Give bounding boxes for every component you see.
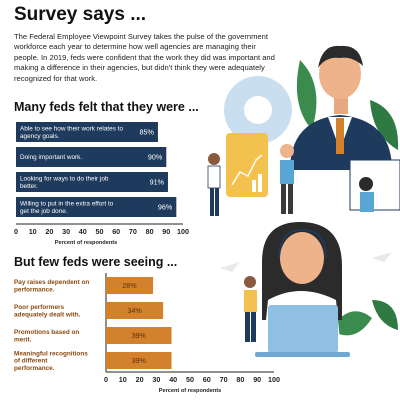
x-tick-label: 90: [162, 227, 170, 236]
laptop-icon: [349, 159, 400, 212]
x-tick-label: 20: [136, 375, 144, 384]
x-tick-label: 90: [253, 375, 261, 384]
presentation-board-icon: [226, 133, 268, 197]
x-tick-label: 50: [186, 375, 194, 384]
chart-1: Percent of respondents 0 10 20 30 40 50 60 70 80…: [14, 122, 189, 246]
value-label: 39%: [132, 331, 147, 340]
chart-2-xlabel: Percent of respondents: [159, 388, 221, 394]
chart-1-title: Many feds felt that they were ...: [14, 100, 199, 114]
x-tick-label: 30: [62, 227, 70, 236]
x-tick-label: 30: [152, 375, 160, 384]
category-label: Pay raises dependent on performance.: [14, 279, 89, 293]
bar: [106, 327, 172, 344]
bar: [106, 352, 172, 369]
paper-plane-icon: [220, 252, 392, 272]
person-standing-icon: [244, 276, 257, 342]
x-tick-label: 0: [104, 375, 108, 384]
person-tablet-icon: [280, 144, 294, 214]
x-tick-label: 70: [129, 227, 137, 236]
laptop-icon: [255, 305, 350, 357]
bar: [16, 197, 177, 217]
x-tick-label: 10: [29, 227, 37, 236]
value-label: 28%: [122, 281, 137, 290]
category-label: Able to see how their work relates to age…: [20, 126, 123, 140]
businessman-icon: [290, 45, 392, 170]
x-tick-label: 100: [177, 227, 189, 236]
intro-paragraph: The Federal Employee Viewpoint Survey ta…: [14, 32, 275, 83]
category-label: Promotions based on merit.: [14, 329, 79, 343]
x-tick-label: 40: [169, 375, 177, 384]
bar: [16, 172, 168, 192]
chart-1-xlabel: Percent of respondents: [55, 240, 117, 246]
leaf-icon: [296, 60, 399, 150]
bar: [16, 122, 158, 142]
category-label: Meaningful recognitions of different perfo…: [14, 351, 88, 372]
x-tick-label: 40: [79, 227, 87, 236]
bar: [106, 302, 164, 319]
value-label: 91%: [150, 178, 165, 187]
category-label: Looking for ways to do their job better.: [20, 176, 109, 190]
value-label: 90%: [148, 153, 163, 162]
category-label: Willing to put in the extra effort to get…: [20, 201, 114, 215]
bar: [16, 147, 167, 167]
chart-2: Percent of respondents 0 10 20 30 40 50 60 70 80…: [14, 273, 280, 394]
x-tick-label: 80: [236, 375, 244, 384]
person-standing-icon: [207, 153, 221, 216]
x-tick-label: 0: [14, 227, 18, 236]
x-tick-label: 50: [96, 227, 104, 236]
x-tick-label: 20: [45, 227, 53, 236]
chart-2-title: But few feds were seeing ...: [14, 255, 178, 269]
x-tick-label: 80: [146, 227, 154, 236]
value-label: 85%: [140, 128, 155, 137]
gear-icon: [224, 76, 292, 144]
bar: [106, 277, 154, 294]
leaf-icon: [330, 300, 398, 336]
value-label: 39%: [132, 356, 147, 365]
x-tick-label: 10: [119, 375, 127, 384]
x-tick-label: 60: [112, 227, 120, 236]
value-label: 34%: [127, 306, 142, 315]
value-label: 96%: [158, 203, 173, 212]
category-label: Poor performers adequately dealt with.: [14, 304, 81, 318]
category-label: Doing important work.: [20, 154, 82, 161]
page-title: Survey says ...: [14, 4, 147, 25]
x-tick-label: 100: [268, 375, 280, 384]
x-tick-label: 70: [220, 375, 228, 384]
x-tick-label: 60: [203, 375, 211, 384]
